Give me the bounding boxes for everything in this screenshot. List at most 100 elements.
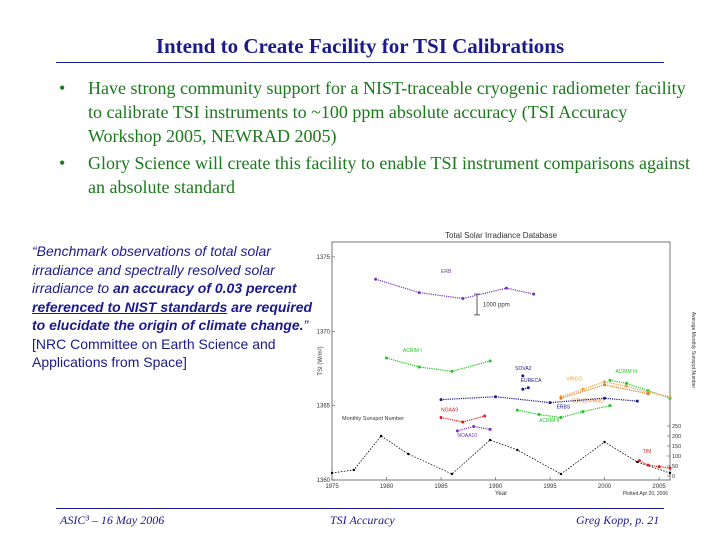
series-point-noaa9 — [439, 416, 443, 420]
series-point-erbs — [548, 401, 552, 405]
slide-title: Intend to Create Facility for TSI Calibr… — [155, 34, 565, 58]
y2-tick-label: 0 — [672, 474, 675, 480]
x-tick-label: 1975 — [325, 484, 339, 490]
series-line-soho-virgo — [560, 384, 649, 399]
series-point-tim — [668, 466, 672, 470]
series-point-acrim-ii — [581, 410, 585, 414]
series-point-acrim-i — [450, 369, 454, 373]
series-point-erbs — [439, 398, 443, 402]
series-point-soho-virgo — [603, 383, 607, 387]
series-label-soho-virgo: SOHO/VIRGO — [572, 399, 604, 405]
sunspot-point — [488, 438, 492, 442]
series-point-virgo — [603, 380, 607, 384]
series-label-sova2: SOVA2 — [515, 366, 532, 372]
chart-title: Total Solar Irradiance Database — [445, 231, 558, 240]
series-point-acrim-ii — [559, 416, 563, 420]
y2-tick-label: 100 — [672, 454, 681, 460]
x-axis-label: Year — [495, 491, 507, 497]
quote-close: ” — [303, 317, 309, 333]
series-point-virgo — [581, 387, 585, 391]
series-label-noaa9: NOAA9 — [441, 408, 458, 414]
series-point-erbs — [494, 395, 498, 399]
series-point-acrim-i — [417, 365, 421, 369]
footer-center: TSI Accuracy — [330, 513, 395, 527]
quote-climate: are required to elucidate the origin of … — [32, 298, 313, 334]
series-point-erbs — [603, 396, 607, 400]
nrc-quote: “Benchmark observations of total solar i… — [32, 242, 322, 372]
y-axis-label: TSI (W/m²) — [318, 346, 324, 375]
sunspot-point — [407, 452, 410, 456]
sunspot-point — [516, 448, 519, 452]
y-tick-label: 1370 — [317, 329, 331, 335]
x-tick-label: 1995 — [543, 484, 557, 490]
y2-tick-label: 50 — [672, 464, 678, 470]
sunspot-point — [559, 472, 563, 476]
series-line-erb — [375, 278, 534, 300]
sunspot-point — [603, 440, 606, 444]
series-label-virgo: VIRGO — [566, 376, 582, 382]
series-point-erb — [417, 291, 421, 295]
bullet-list: • Have strong community support for a NIS… — [56, 76, 696, 202]
bullet-dot-icon: • — [59, 153, 66, 173]
series-point-acrim-i — [488, 359, 492, 363]
sunspot-point — [379, 434, 383, 438]
series-label-erb: ERB — [441, 269, 452, 275]
series-label-eureca: EURECA — [521, 378, 543, 384]
series-point-tim — [657, 465, 661, 469]
series-line-virgo — [560, 381, 671, 398]
chart-frame — [331, 241, 671, 481]
series-line-erbs — [440, 396, 638, 404]
sunspot-point — [330, 471, 334, 475]
sunspot-point — [668, 471, 672, 475]
series-point-tim — [637, 459, 641, 463]
y2-axis-label: Average Monthly Sunspot Number — [690, 312, 696, 389]
x-tick-label: 2005 — [652, 484, 666, 490]
series-point-soho-virgo — [559, 396, 563, 400]
scale-bar-label: 1000 ppm — [483, 302, 510, 308]
series-label-noaa10: NOAA10 — [457, 433, 477, 439]
footer-divider — [56, 508, 664, 509]
quote-lead: “Benchmark observations of total solar i… — [32, 243, 275, 296]
footer-left: ASIC³ – 16 May 2006 — [60, 513, 165, 527]
title-divider — [56, 62, 664, 63]
series-line-acrim-i — [386, 357, 491, 373]
bullet-text: Have strong community support for a NIST… — [88, 78, 686, 146]
series-point-noaa10 — [455, 429, 459, 433]
series-point-virgo — [668, 395, 672, 399]
quote-accuracy: an accuracy of 0.03 percent — [112, 280, 297, 296]
x-tick-label: 2000 — [598, 484, 612, 490]
series-point-acrim-iii — [624, 381, 628, 385]
bullet-dot-icon: • — [59, 78, 66, 98]
series-point-soho-virgo — [646, 392, 650, 396]
sunspot-point — [636, 460, 639, 464]
series-point-acrim-ii — [608, 404, 612, 408]
quote-nist-reference: referenced to NIST standards — [32, 298, 228, 315]
y-tick-label: 1360 — [317, 478, 331, 484]
tsi-chart: Total Solar Irradiance Database 1360 1365 1… — [317, 231, 696, 497]
series-point-eureca — [521, 387, 525, 391]
series-point-erb — [461, 297, 465, 301]
x-tick-label: 1985 — [434, 484, 448, 490]
series-label-erbs: ERBS — [557, 405, 571, 411]
series-point-noaa9 — [483, 414, 487, 418]
series-point-erb — [374, 277, 378, 281]
x-tick-label: 1990 — [489, 484, 503, 490]
series-point-noaa10 — [472, 424, 476, 428]
bullet-text: Glory Science will create this facility … — [88, 153, 691, 197]
bullet-item: • Glory Science will create this facility… — [56, 151, 696, 199]
footer-right: Greg Kopp, p. 21 — [576, 513, 660, 527]
y-tick-label: 1365 — [317, 404, 331, 410]
plotted-note: Plotted Apr 20, 2006 — [623, 491, 669, 497]
series-point-erb — [532, 292, 536, 296]
series-point-acrim-i — [385, 356, 389, 360]
series-point-erb — [504, 286, 508, 290]
series-label-acrim-ii: ACRIM II — [539, 418, 559, 424]
y2-tick-label: 150 — [672, 444, 681, 450]
series-point-tim — [646, 463, 650, 467]
series-point-virgo — [624, 384, 628, 388]
series-point-noaa10 — [488, 427, 492, 431]
sunspot-label: Monthly Sunspot Number — [342, 416, 404, 422]
sunspot-series-line — [331, 435, 671, 475]
series-line-tim — [639, 460, 671, 469]
sunspot-point — [352, 468, 356, 472]
